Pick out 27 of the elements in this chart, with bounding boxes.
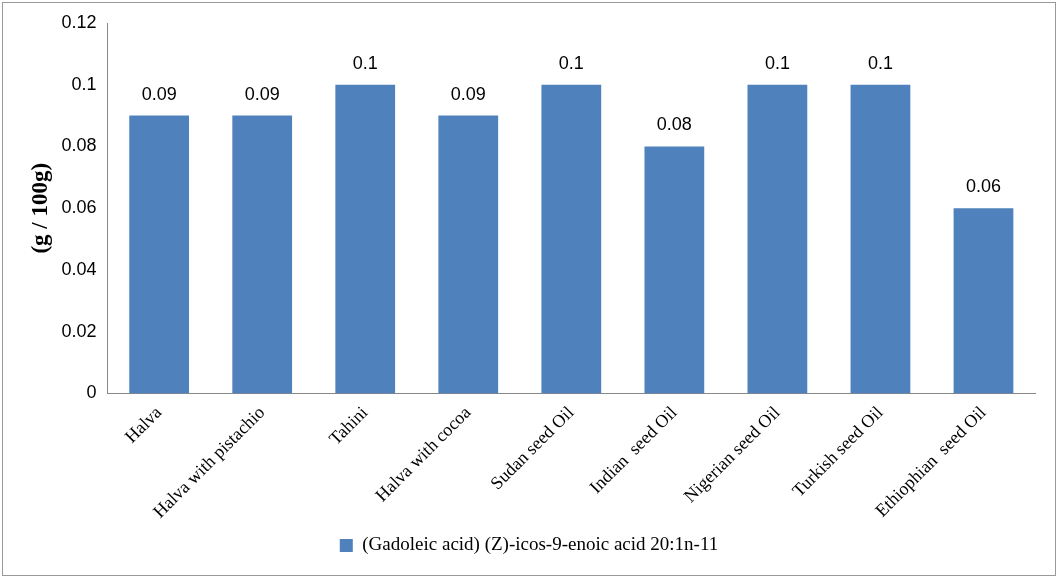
- data-label: 0.08: [656, 114, 692, 135]
- y-axis-title: (g / 100g): [26, 162, 52, 254]
- y-tick-label: 0.02: [61, 320, 97, 341]
- data-label: 0.09: [450, 83, 486, 104]
- bar: [335, 84, 396, 394]
- y-tick-label: 0.04: [61, 258, 97, 279]
- y-tick-label: 0.12: [61, 11, 97, 32]
- bar: [438, 115, 499, 394]
- data-label: 0.06: [965, 176, 1001, 197]
- legend-label: (Gadoleic acid) (Z)-icos-9-enoic acid 20:1n-11: [362, 533, 719, 556]
- bar: [644, 146, 705, 394]
- bar: [232, 115, 293, 394]
- bar: [129, 115, 190, 394]
- bar: [541, 84, 602, 394]
- data-label: 0.09: [141, 83, 177, 104]
- data-label: 0.1: [867, 52, 893, 73]
- bar: [953, 208, 1014, 394]
- y-tick-label: 0: [86, 382, 97, 403]
- bar: [850, 84, 911, 394]
- data-label: 0.1: [558, 52, 584, 73]
- data-label: 0.09: [244, 83, 280, 104]
- data-label: 0.1: [764, 52, 790, 73]
- y-tick-label: 0.06: [61, 197, 97, 218]
- y-tick-label: 0.1: [71, 73, 97, 94]
- bar: [747, 84, 808, 394]
- data-label: 0.1: [352, 52, 378, 73]
- y-tick-label: 0.08: [61, 135, 97, 156]
